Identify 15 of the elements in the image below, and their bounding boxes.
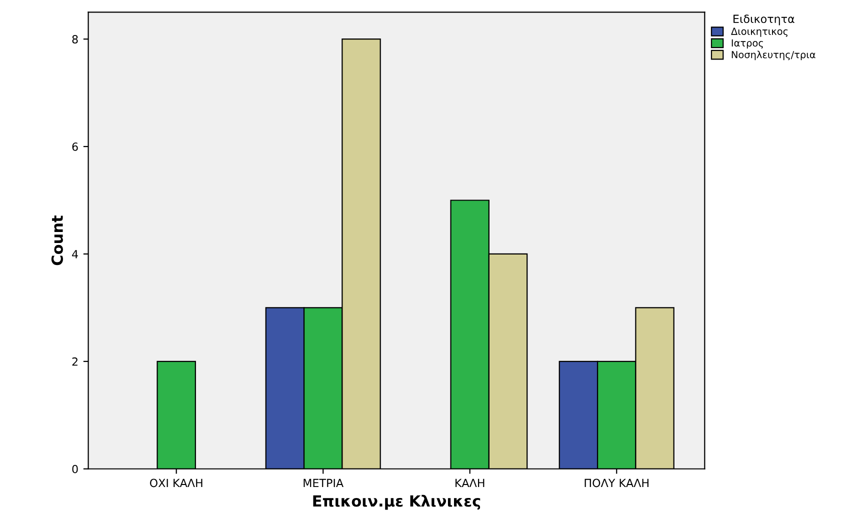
legend-label: Νοσηλευτης/τρια xyxy=(732,50,816,60)
y-tick-label: 4 xyxy=(72,250,78,258)
x-tick-label: ΟΧΙ ΚΑΛΗ xyxy=(150,478,202,488)
x-tick-label: ΜΕΤΡΙΑ xyxy=(304,478,344,488)
y-tick-label: 2 xyxy=(72,357,78,366)
x-axis-title: Επικοιν.με Κλινικες xyxy=(313,494,480,510)
y-tick-label: 6 xyxy=(72,142,78,151)
legend-title: Ειδικοτητα xyxy=(734,14,794,26)
legend-label: Ιατρος xyxy=(732,39,763,49)
y-tick-label: 8 xyxy=(72,35,78,44)
x-tick-label: ΠΟΛΥ ΚΑΛΗ xyxy=(584,478,648,488)
x-tick-label: ΚΑΛΗ xyxy=(456,478,484,488)
y-tick-label: 0 xyxy=(72,464,78,474)
legend-label: Διοικητικος xyxy=(730,28,788,37)
y-axis-title: Count xyxy=(51,216,63,266)
